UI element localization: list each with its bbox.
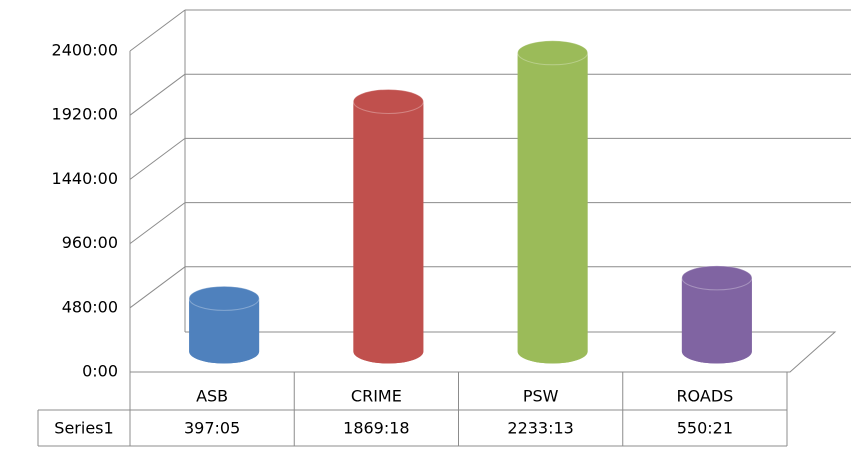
bar-shade xyxy=(681,277,752,364)
x-tick-label: ASB xyxy=(196,387,228,406)
bar-top xyxy=(517,40,589,66)
y-tick-label: 1440:00 xyxy=(52,169,118,188)
series-name: Series1 xyxy=(54,419,113,438)
x-tick-label: PSW xyxy=(523,387,559,406)
grid-line xyxy=(129,266,186,309)
grid-line xyxy=(129,73,186,116)
table-value: 550:21 xyxy=(677,419,733,438)
y-tick-label: 1920:00 xyxy=(52,105,118,124)
grid-line xyxy=(129,9,186,52)
grid-line xyxy=(129,202,186,245)
bar-top xyxy=(352,88,424,114)
y-tick-label: 2400:00 xyxy=(52,41,118,60)
bar-shade xyxy=(517,52,588,364)
y-tick-label: 480:00 xyxy=(62,297,118,316)
bar-top xyxy=(681,265,753,291)
y-tick-label: 960:00 xyxy=(62,233,118,252)
bar-shade xyxy=(353,101,424,364)
x-tick-label: CRIME xyxy=(351,387,402,406)
table-value: 2233:13 xyxy=(507,419,573,438)
grid-line xyxy=(129,137,186,180)
bar-top xyxy=(188,285,260,311)
y-tick-label: 0:00 xyxy=(82,362,118,381)
table-value: 397:05 xyxy=(184,419,240,438)
bar-shade xyxy=(189,298,260,364)
floor xyxy=(130,331,837,373)
x-tick-label: ROADS xyxy=(676,387,733,406)
table-value: 1869:18 xyxy=(343,419,409,438)
